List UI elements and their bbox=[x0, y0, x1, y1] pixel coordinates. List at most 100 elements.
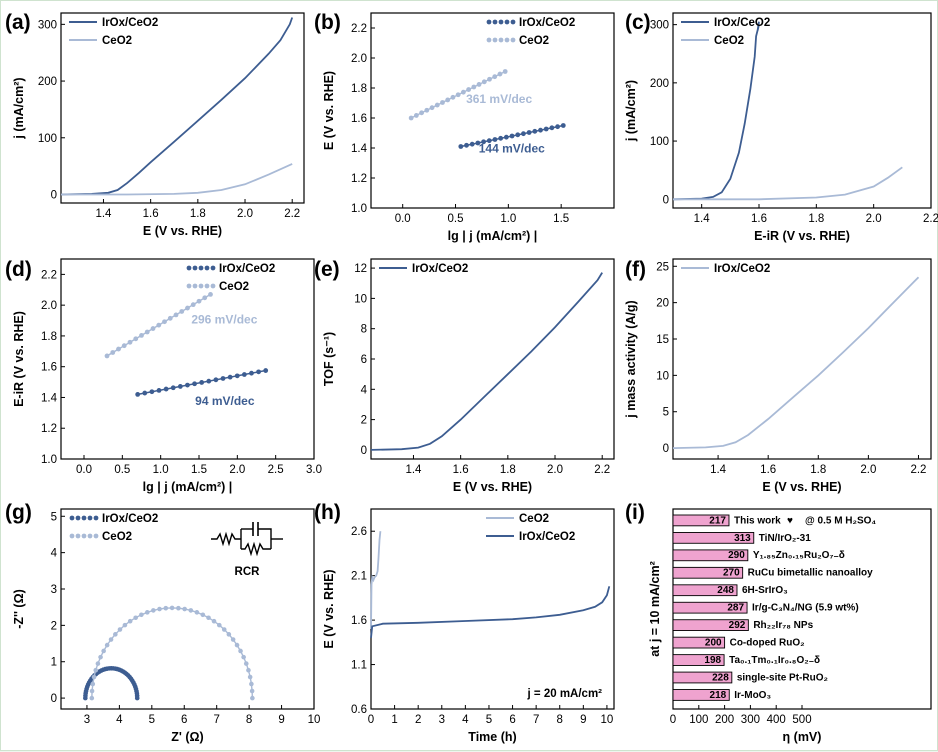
data-point bbox=[419, 110, 424, 116]
slope-annotation: 361 mV/dec bbox=[466, 92, 532, 106]
data-point bbox=[127, 339, 133, 345]
bar-7 bbox=[672, 636, 726, 649]
legend-marker bbox=[492, 37, 498, 43]
legend-label: IrOx/CeO2 bbox=[412, 263, 468, 275]
data-point bbox=[241, 654, 246, 660]
data-point bbox=[549, 125, 555, 131]
data-point bbox=[503, 134, 509, 140]
data-point bbox=[481, 79, 487, 85]
data-point bbox=[560, 123, 566, 128]
y-tick-label: 0 bbox=[663, 194, 669, 206]
legend-marker bbox=[198, 283, 204, 289]
legend-marker bbox=[504, 19, 510, 25]
y-tick-label: 1.4 bbox=[41, 392, 58, 404]
data-point bbox=[185, 305, 190, 311]
y-tick-label: 3 bbox=[51, 584, 57, 596]
panel-f: 1.4 1.6 1.8 2.0 2.2 0 5 10 15 20 25 E (V vs. RHE) j … bbox=[624, 258, 932, 494]
x-tick-label: 300 bbox=[741, 714, 760, 726]
bar-3 bbox=[672, 566, 744, 579]
y-tick-label: 1.8 bbox=[41, 331, 57, 343]
y-tick-label: 10 bbox=[656, 370, 669, 382]
panel-a: 1.4 1.6 1.8 2.0 2.2 0 100 200 300 E (V vs. RHE) j … bbox=[5, 11, 305, 238]
data-point bbox=[220, 376, 226, 381]
data-point bbox=[208, 291, 213, 297]
legend-marker bbox=[510, 19, 516, 25]
data-point bbox=[151, 608, 156, 613]
data-point bbox=[133, 615, 138, 621]
x-tick-label: 8 bbox=[246, 714, 252, 726]
panel-i: 0 100 200 300 400 500 η (mV) at j = 10 mA/cm² (i… bbox=[625, 501, 932, 744]
legend-label: IrOx/CeO2 bbox=[102, 513, 158, 525]
legend-marker bbox=[192, 265, 198, 271]
panel-g: 3 4 5 6 7 8 9 10 0 1 2 3 4 5 Z' (Ω) -Z'' (Ω) (g) IrOx/CeO… bbox=[5, 501, 320, 744]
x-tick-label: 2.2 bbox=[910, 464, 926, 476]
x-tick-label: 2.0 bbox=[547, 464, 563, 476]
data-point bbox=[234, 373, 240, 379]
x-tick-label: 500 bbox=[792, 714, 811, 726]
x-tick-label: 0.5 bbox=[114, 464, 130, 476]
x-tick-label: 2.2 bbox=[284, 208, 300, 220]
data-point bbox=[424, 107, 430, 113]
y-tick-label: 20 bbox=[656, 298, 669, 310]
data-point bbox=[464, 142, 469, 148]
y-tick-label: 2.0 bbox=[351, 53, 367, 65]
y-tick-label: 1.4 bbox=[351, 143, 368, 155]
x-tick-label: 5 bbox=[149, 714, 155, 726]
y-tick-label: 4 bbox=[361, 384, 368, 396]
series-line-IrOx/CeO2 bbox=[370, 586, 611, 638]
y-tick-label: 300 bbox=[38, 19, 57, 31]
legend-marker bbox=[93, 533, 99, 539]
y-tick-label: 300 bbox=[650, 20, 669, 32]
x-tick-label: 6 bbox=[181, 714, 187, 726]
bar-1 bbox=[672, 532, 755, 544]
data-point bbox=[113, 632, 118, 637]
bar-value: 217 bbox=[709, 515, 726, 526]
data-point bbox=[440, 100, 445, 105]
x-tick-label: 1.4 bbox=[95, 208, 112, 220]
data-point bbox=[194, 610, 200, 615]
data-point bbox=[170, 385, 176, 391]
bar-value: 228 bbox=[712, 672, 729, 683]
data-point bbox=[526, 130, 532, 135]
legend-label: IrOx/CeO2 bbox=[102, 17, 158, 29]
condition-annotation: j = 20 mA/cm² bbox=[527, 688, 603, 700]
y-tick-label: 1.2 bbox=[351, 173, 367, 185]
bar-value: 287 bbox=[727, 603, 744, 614]
data-point bbox=[89, 688, 95, 694]
x-tick-label: 1.6 bbox=[760, 464, 776, 476]
data-point bbox=[250, 695, 255, 701]
data-point bbox=[532, 128, 538, 134]
legend-label: IrOx/CeO2 bbox=[714, 17, 770, 29]
bar-2 bbox=[672, 549, 749, 562]
y-tick-label: 15 bbox=[656, 334, 669, 346]
legend-label: CeO2 bbox=[219, 281, 249, 293]
y-axis-label: j (mA/cm²) bbox=[624, 80, 638, 142]
y-tick-label: 12 bbox=[354, 263, 367, 275]
bar-category-label: Ir/g-C₃N₄/NG (5.9 wt%) bbox=[752, 603, 859, 614]
data-point bbox=[206, 615, 211, 621]
data-point bbox=[150, 326, 156, 331]
data-point bbox=[182, 606, 187, 612]
bar-category-label: TiN/IrO₂-31 bbox=[759, 533, 811, 544]
data-point bbox=[238, 648, 243, 654]
x-tick-label: 1.5 bbox=[191, 464, 207, 476]
x-tick-label: 0 bbox=[368, 714, 374, 726]
y-tick-label: 2 bbox=[361, 415, 367, 427]
data-point bbox=[163, 605, 169, 611]
data-point bbox=[413, 113, 419, 118]
y-tick-label: 2.0 bbox=[41, 300, 57, 312]
legend-marker bbox=[192, 283, 198, 289]
y-tick-label: 1.1 bbox=[351, 660, 367, 672]
y-tick-label: 4 bbox=[51, 548, 58, 560]
watermark: 知乎 @小金电 bbox=[812, 688, 919, 708]
data-point bbox=[142, 390, 148, 396]
x-tick-label: 400 bbox=[767, 714, 786, 726]
x-tick-label: 4 bbox=[116, 714, 123, 726]
x-axis-label: η (mV) bbox=[783, 730, 822, 744]
x-tick-label: 1.8 bbox=[500, 464, 516, 476]
x-tick-label: 2.5 bbox=[268, 464, 284, 476]
data-point bbox=[144, 329, 150, 335]
bar-6 bbox=[672, 619, 749, 631]
data-point bbox=[177, 384, 183, 389]
